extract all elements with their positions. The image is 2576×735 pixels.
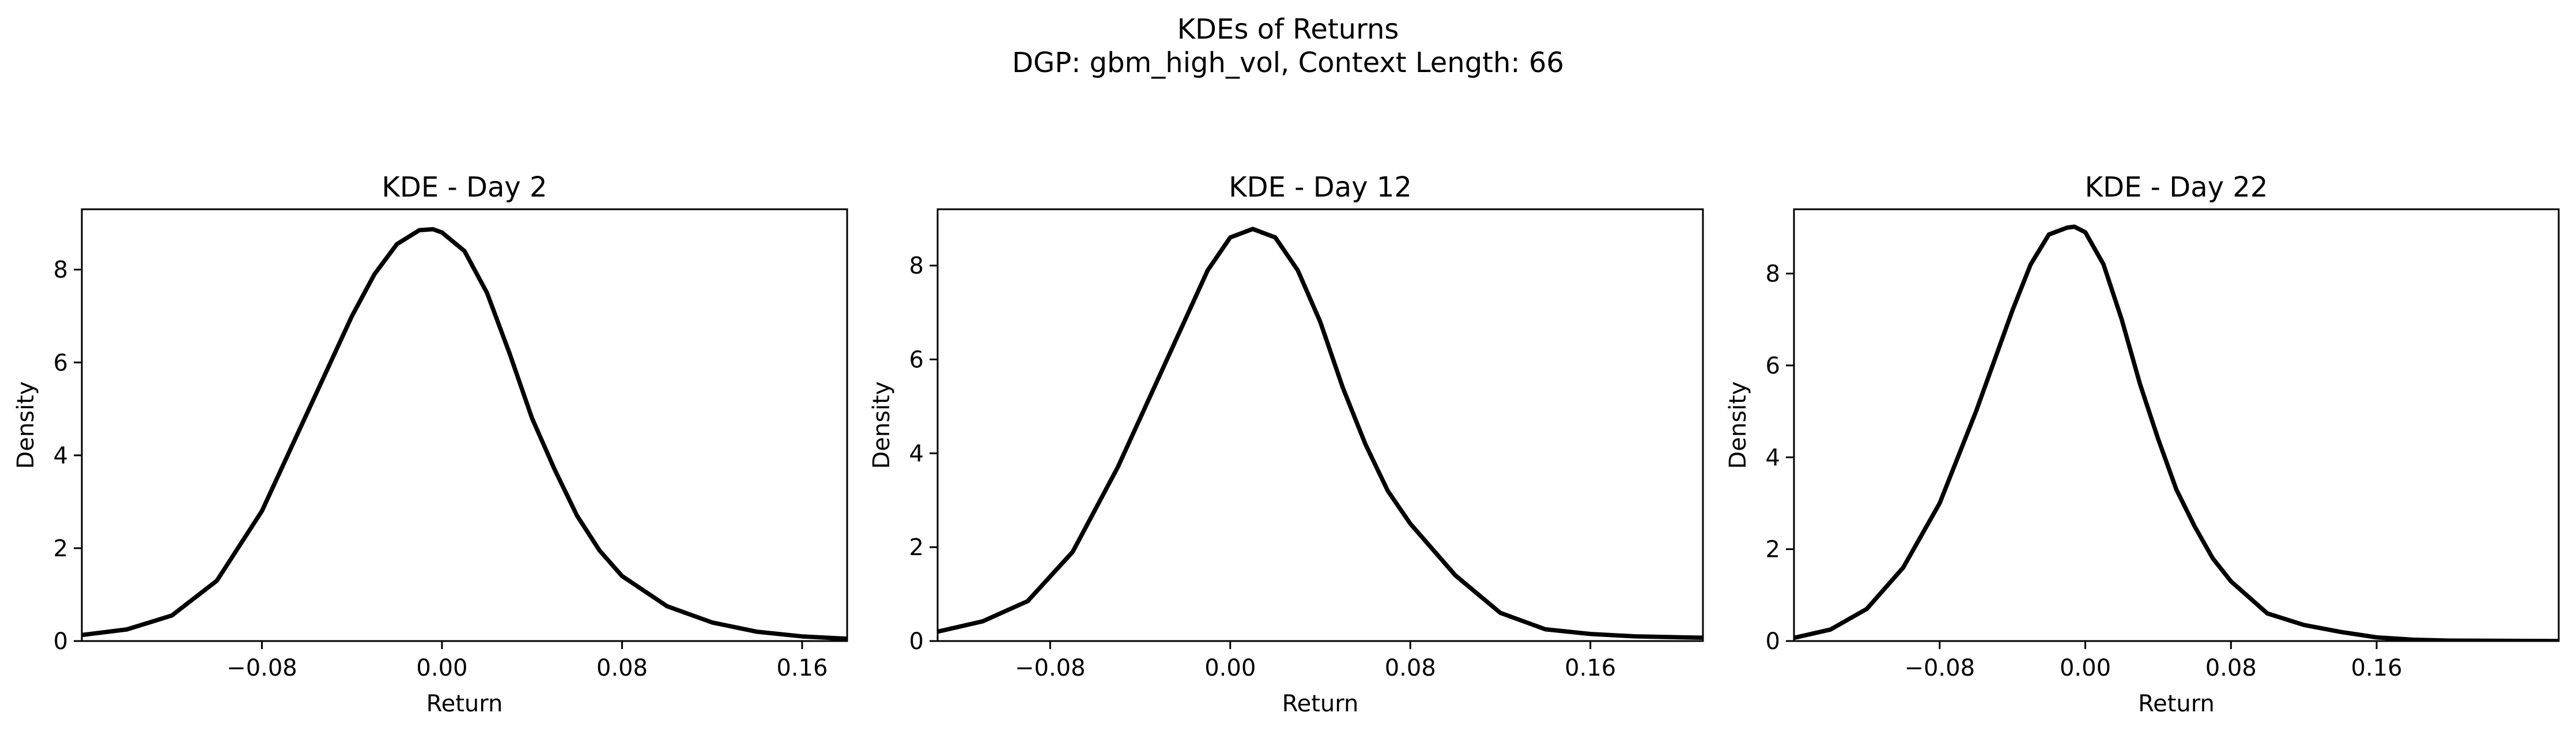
y-tick-label: 2	[54, 536, 68, 562]
y-tick-label: 0	[909, 628, 924, 655]
x-tick-label: 0.08	[1385, 655, 1436, 681]
x-axis-label: Return	[426, 691, 503, 717]
kde-curve	[1794, 224, 2559, 641]
x-tick-label: 0.16	[1565, 655, 1616, 681]
y-tick-label: 8	[54, 257, 68, 284]
panel-title: KDE - Day 2	[382, 171, 547, 203]
y-axis-label: Density	[868, 381, 895, 469]
y-tick-label: 4	[54, 443, 68, 469]
axes-frame	[1793, 208, 2560, 642]
y-tick-label: 4	[1766, 444, 1780, 471]
x-tick-label: 0.00	[2060, 655, 2111, 681]
x-tick-label: 0.16	[2351, 655, 2403, 681]
y-axis-label: Density	[13, 381, 39, 469]
x-tick-label: 0.00	[416, 655, 467, 681]
y-tick-label: 8	[1766, 261, 1780, 288]
y-tick-label: 4	[909, 440, 924, 467]
y-tick-label: 0	[1766, 628, 1780, 655]
kde-curve	[938, 227, 1703, 640]
y-tick-label: 0	[54, 628, 68, 655]
panel-title: KDE - Day 22	[2085, 171, 2268, 203]
x-tick-label: 0.08	[596, 655, 648, 681]
y-axis-label: Density	[1725, 381, 1751, 469]
x-tick-label: 0.08	[2205, 655, 2257, 681]
x-tick-label: −0.08	[1015, 655, 1086, 681]
y-tick-label: 8	[909, 253, 924, 280]
x-tick-label: −0.08	[1904, 655, 1975, 681]
axes-frame	[81, 208, 848, 642]
y-tick-label: 6	[54, 350, 68, 376]
figure-title: KDEs of Returns	[1177, 13, 1399, 46]
x-tick-label: 0.16	[776, 655, 828, 681]
axes-frame	[936, 208, 1704, 642]
x-tick-label: 0.00	[1204, 655, 1256, 681]
kde-curve	[82, 227, 847, 641]
y-tick-label: 2	[1766, 537, 1780, 563]
x-axis-label: Return	[2138, 691, 2215, 717]
panel-title: KDE - Day 12	[1229, 171, 1412, 203]
kde-panel-2: KDE - Day 12 −0.08 0.00 0.08 0.16 0 2 4 6 8 Return…	[868, 171, 1704, 717]
x-axis-label: Return	[1282, 691, 1359, 717]
kde-panel-1: KDE - Day 2 −0.08 0.00 0.08 0.16 0 2 4 6 8 Return D…	[13, 171, 848, 717]
y-tick-label: 2	[909, 534, 924, 561]
x-tick-label: −0.08	[226, 655, 297, 681]
figure-subtitle: DGP: gbm_high_vol, Context Length: 66	[1012, 47, 1564, 79]
kde-panel-3: KDE - Day 22 −0.08 0.00 0.08 0.16 0 2 4 6 8 Return…	[1725, 171, 2560, 717]
y-tick-label: 6	[909, 347, 924, 374]
y-tick-label: 6	[1766, 353, 1780, 379]
